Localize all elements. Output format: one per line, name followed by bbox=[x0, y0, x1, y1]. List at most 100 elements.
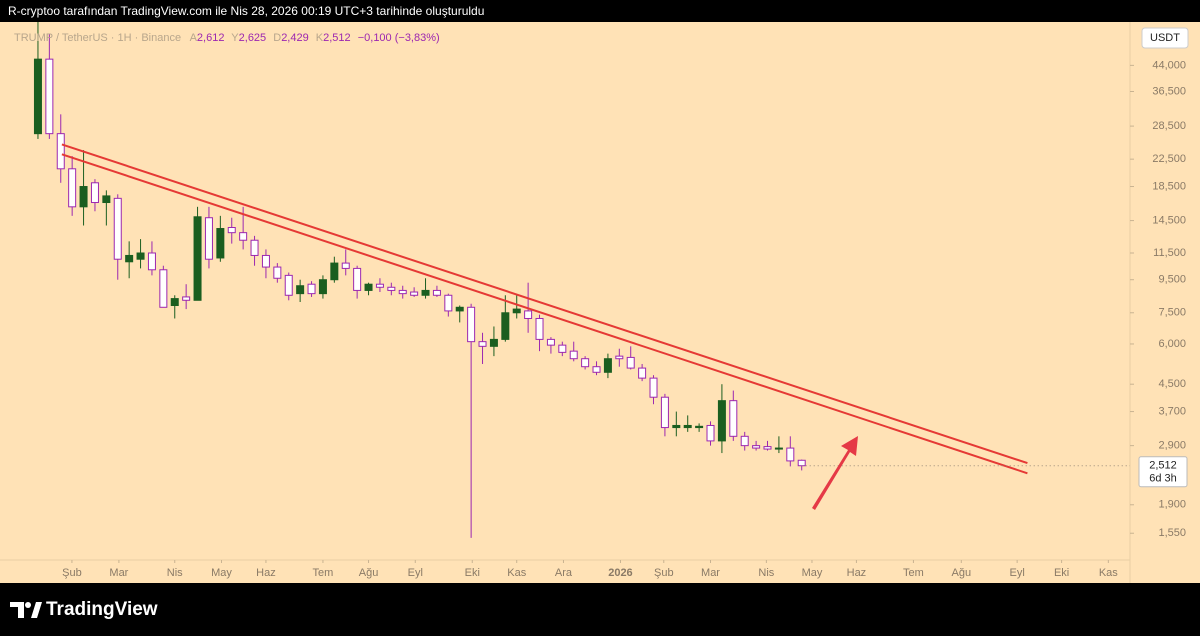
currency[interactable]: USDT bbox=[1150, 32, 1180, 44]
candle-body bbox=[774, 447, 783, 450]
x-tick-label: Eki bbox=[465, 567, 480, 579]
candle-body bbox=[125, 254, 134, 263]
change: −0,100 (−3,83%) bbox=[358, 32, 440, 44]
chart-background bbox=[0, 22, 1200, 583]
trendline bbox=[61, 153, 1028, 475]
candle-body bbox=[330, 262, 339, 281]
x-tick-label: Şub bbox=[62, 567, 82, 579]
candle-body bbox=[717, 400, 726, 442]
candle-body bbox=[296, 285, 305, 295]
candle-body bbox=[740, 435, 749, 447]
price-badge bbox=[1138, 456, 1188, 488]
candle-body bbox=[592, 366, 601, 373]
candle-body bbox=[204, 217, 213, 260]
candle-body bbox=[786, 447, 795, 462]
candle-body bbox=[489, 338, 498, 347]
candle-body bbox=[763, 446, 772, 450]
candle-body bbox=[353, 267, 362, 291]
y-tick-label: 7,500 bbox=[1158, 307, 1186, 319]
ohlc-value: 2,512 bbox=[323, 32, 351, 44]
candle-body bbox=[79, 186, 88, 208]
candle-body bbox=[467, 306, 476, 343]
candle-body bbox=[421, 289, 430, 296]
candle-body bbox=[90, 182, 99, 204]
candle-body bbox=[558, 344, 567, 353]
ohlc-key: A bbox=[190, 32, 198, 44]
annotation-arrow bbox=[812, 436, 858, 510]
candle-body bbox=[239, 232, 248, 241]
x-tick-label: Kas bbox=[1099, 567, 1118, 579]
candle-body bbox=[706, 424, 715, 442]
candle-body bbox=[649, 377, 658, 398]
candle-body bbox=[284, 274, 293, 296]
candle-body bbox=[341, 262, 350, 269]
y-tick-label: 1,900 bbox=[1158, 499, 1186, 511]
logo-mark bbox=[31, 602, 42, 618]
x-tick-label: Haz bbox=[847, 567, 867, 579]
brand: TradingView bbox=[46, 599, 158, 620]
candle-body bbox=[581, 358, 590, 368]
candle-body bbox=[170, 298, 179, 307]
y-tick-label: 1,550 bbox=[1158, 527, 1186, 539]
candle-body bbox=[535, 317, 544, 340]
ohlc-key: K bbox=[316, 32, 324, 44]
ohlc-key: D bbox=[273, 32, 281, 44]
ohlc-value: 2,429 bbox=[281, 32, 309, 44]
candle-body bbox=[113, 197, 122, 260]
candle-body bbox=[102, 195, 111, 204]
candle-body bbox=[216, 228, 225, 259]
candle-body bbox=[660, 396, 669, 429]
y-tick-label: 22,500 bbox=[1152, 153, 1186, 165]
candle-body bbox=[695, 425, 704, 429]
x-tick-label: Şub bbox=[654, 567, 674, 579]
ohlc-key: Y bbox=[231, 32, 239, 44]
candle-body bbox=[752, 445, 761, 449]
x-tick-label: Mar bbox=[109, 567, 128, 579]
candle-body bbox=[375, 283, 384, 288]
candle-body bbox=[432, 289, 441, 296]
countdown: 6d 3h bbox=[1149, 473, 1177, 485]
candle-body bbox=[512, 308, 521, 314]
y-tick-label: 3,700 bbox=[1158, 405, 1186, 417]
legend: TRUMP / TetherUS · 1H · Binance A2,612 Y… bbox=[14, 32, 440, 44]
candle-body bbox=[307, 283, 316, 295]
candle-body bbox=[455, 306, 464, 312]
y-tick-label: 18,500 bbox=[1152, 180, 1186, 192]
ohlc-value: 2,625 bbox=[239, 32, 267, 44]
candle-body bbox=[318, 279, 327, 295]
candle-body bbox=[615, 355, 624, 360]
candle-body bbox=[159, 269, 168, 308]
candle-body bbox=[569, 350, 578, 360]
x-tick-label: 2026 bbox=[608, 567, 632, 579]
y-tick-label: 36,500 bbox=[1152, 85, 1186, 97]
caption: R-cryptoo tarafından TradingView.com ile… bbox=[8, 4, 484, 18]
y-tick-label: 28,500 bbox=[1152, 120, 1186, 132]
candle-body bbox=[546, 338, 555, 346]
candle-body bbox=[501, 312, 510, 340]
candle-body bbox=[729, 400, 738, 437]
candle-body bbox=[626, 356, 635, 369]
x-tick-label: Ağu bbox=[359, 567, 379, 579]
candle-body bbox=[672, 424, 681, 429]
x-tick-label: Tem bbox=[903, 567, 924, 579]
logo-dot bbox=[25, 602, 31, 608]
x-tick-label: Haz bbox=[256, 567, 276, 579]
trendline bbox=[61, 143, 1028, 465]
candle-body bbox=[250, 239, 259, 256]
candle-body bbox=[364, 283, 373, 291]
x-tick-label: Ara bbox=[555, 567, 573, 579]
x-tick-label: Eyl bbox=[1010, 567, 1025, 579]
candle-body bbox=[261, 254, 270, 268]
plot bbox=[33, 22, 1134, 563]
x-tick-label: May bbox=[211, 567, 232, 579]
candle-body bbox=[147, 252, 156, 271]
candle-body bbox=[410, 291, 419, 296]
candle-body bbox=[182, 296, 191, 301]
candle-body bbox=[387, 286, 396, 291]
candle-body bbox=[444, 294, 453, 312]
y-tick-label: 4,500 bbox=[1158, 378, 1186, 390]
candle-body bbox=[227, 227, 236, 234]
candle-body bbox=[273, 266, 282, 279]
currency-button[interactable] bbox=[1141, 27, 1189, 49]
